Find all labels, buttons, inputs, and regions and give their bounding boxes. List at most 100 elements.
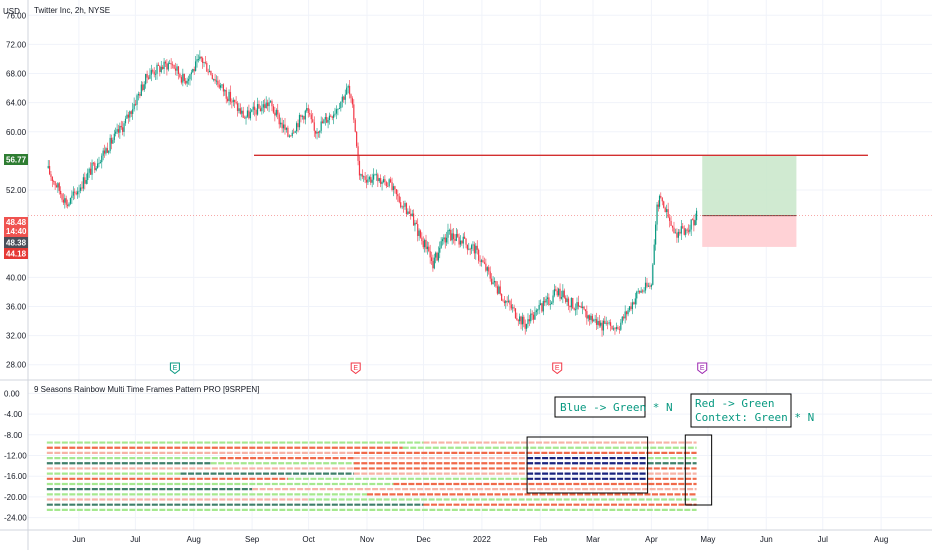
candle	[687, 224, 690, 236]
candle	[324, 112, 326, 126]
candle	[523, 314, 525, 328]
gray-price-tag: 48.38	[4, 237, 28, 248]
candle	[186, 77, 188, 87]
candle	[282, 119, 285, 133]
rainbow-heatmap	[46, 441, 697, 511]
candle	[361, 169, 363, 180]
candle	[98, 156, 100, 168]
candle	[215, 75, 218, 86]
candle	[213, 78, 215, 82]
candle	[478, 248, 480, 264]
candle	[579, 305, 581, 308]
candle	[179, 72, 181, 79]
candle	[473, 241, 475, 259]
candle	[647, 282, 650, 288]
candle	[421, 232, 423, 245]
candle	[521, 312, 524, 331]
candle	[576, 297, 578, 315]
candle	[170, 58, 172, 70]
annotation-blue-green[interactable]: Blue -> Green * N	[554, 396, 673, 418]
candle	[572, 297, 574, 310]
indicator-title[interactable]: 9 Seasons Rainbow Multi Time Frames Patt…	[34, 385, 259, 394]
candle	[461, 240, 463, 246]
candle	[285, 127, 288, 133]
candle	[407, 208, 409, 215]
candle	[136, 93, 138, 111]
candle	[377, 172, 379, 187]
red-green-box[interactable]	[684, 434, 713, 506]
price-tick-label: 28.00	[6, 361, 27, 370]
candle	[538, 300, 540, 315]
candle	[57, 181, 59, 193]
candle	[400, 196, 402, 209]
candle	[55, 183, 58, 188]
candle	[358, 156, 361, 180]
candle	[218, 79, 220, 90]
candle	[514, 307, 517, 319]
candle	[310, 110, 312, 124]
annotation-red-green[interactable]: Red -> Green Context: Green * N	[690, 393, 814, 428]
candle	[265, 96, 267, 109]
candle	[291, 129, 293, 138]
candle	[132, 102, 134, 120]
candle	[102, 147, 104, 161]
candle	[66, 199, 69, 209]
time-tick-label: Aug	[187, 535, 201, 544]
candle	[664, 206, 666, 213]
candle	[105, 146, 107, 156]
symbol-title[interactable]: Twitter Inc, 2h, NYSE	[34, 6, 110, 15]
candle	[530, 308, 532, 324]
candle	[231, 98, 233, 109]
candle	[443, 234, 445, 245]
time-tick-label: Jul	[130, 535, 140, 544]
earnings-marker[interactable]: E	[169, 362, 180, 375]
time-tick-label: Dec	[416, 535, 430, 544]
candle	[444, 233, 446, 249]
candle	[275, 108, 277, 118]
candle	[251, 109, 253, 113]
candle	[626, 310, 628, 321]
candle	[562, 284, 564, 304]
candle	[486, 266, 488, 277]
candle	[137, 91, 140, 101]
candle	[498, 284, 500, 295]
candle	[586, 305, 588, 325]
candle	[512, 304, 514, 313]
target-zone[interactable]	[702, 155, 797, 216]
candle	[470, 243, 473, 254]
candle	[174, 62, 177, 76]
candle	[159, 65, 161, 77]
stop-zone[interactable]	[702, 215, 797, 247]
indicator-axis[interactable]: 0.00 -4.00 -8.00 -12.00 -16.00 -20.00 -24.00	[4, 389, 27, 522]
price-axis[interactable]: 76.00 72.00 68.00 64.00 60.00 52.00 40.00 36.00…	[6, 11, 27, 369]
earnings-marker[interactable]: E	[350, 362, 361, 375]
candle	[74, 188, 76, 200]
candle	[428, 241, 430, 253]
candle	[281, 117, 283, 133]
candle	[492, 276, 494, 285]
candle	[584, 309, 587, 318]
blue-green-box[interactable]	[526, 436, 649, 494]
earnings-marker[interactable]: E	[552, 362, 563, 375]
candle	[680, 220, 682, 241]
candle	[357, 142, 359, 166]
candle	[544, 297, 546, 306]
candle	[235, 96, 237, 105]
candle	[601, 320, 603, 337]
candle	[454, 234, 456, 246]
earnings-marker[interactable]: E	[697, 362, 708, 375]
candle	[348, 79, 351, 99]
time-axis[interactable]: Jun Jul Aug Sep Oct Nov Dec 2022 Feb Mar Apr May Jun…	[72, 535, 888, 544]
candle	[640, 287, 642, 294]
candle	[343, 95, 345, 103]
candle	[673, 221, 675, 234]
candle	[117, 124, 120, 138]
candle	[602, 318, 605, 336]
candle	[589, 314, 591, 326]
time-tick-label: Oct	[302, 535, 315, 544]
candle	[590, 313, 592, 325]
candle	[103, 144, 106, 158]
candle	[60, 186, 62, 199]
